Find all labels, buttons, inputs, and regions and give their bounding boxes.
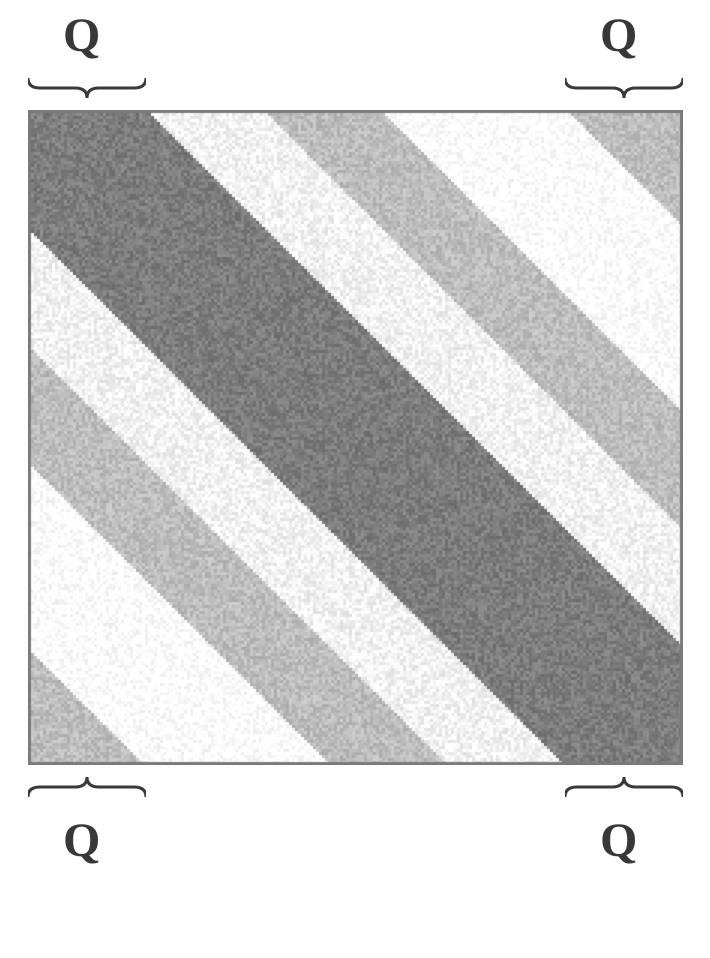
brace-top-right-icon (565, 76, 683, 102)
label-bottom-left: Q (63, 817, 100, 865)
brace-top-left-icon (28, 76, 146, 102)
label-top-left: Q (63, 12, 100, 60)
diagram-root: Q Q Q Q (0, 0, 710, 958)
banded-matrix (28, 110, 683, 765)
label-bottom-right: Q (600, 817, 637, 865)
label-top-right: Q (600, 12, 637, 60)
brace-bottom-right-icon (565, 773, 683, 799)
brace-bottom-left-icon (28, 773, 146, 799)
